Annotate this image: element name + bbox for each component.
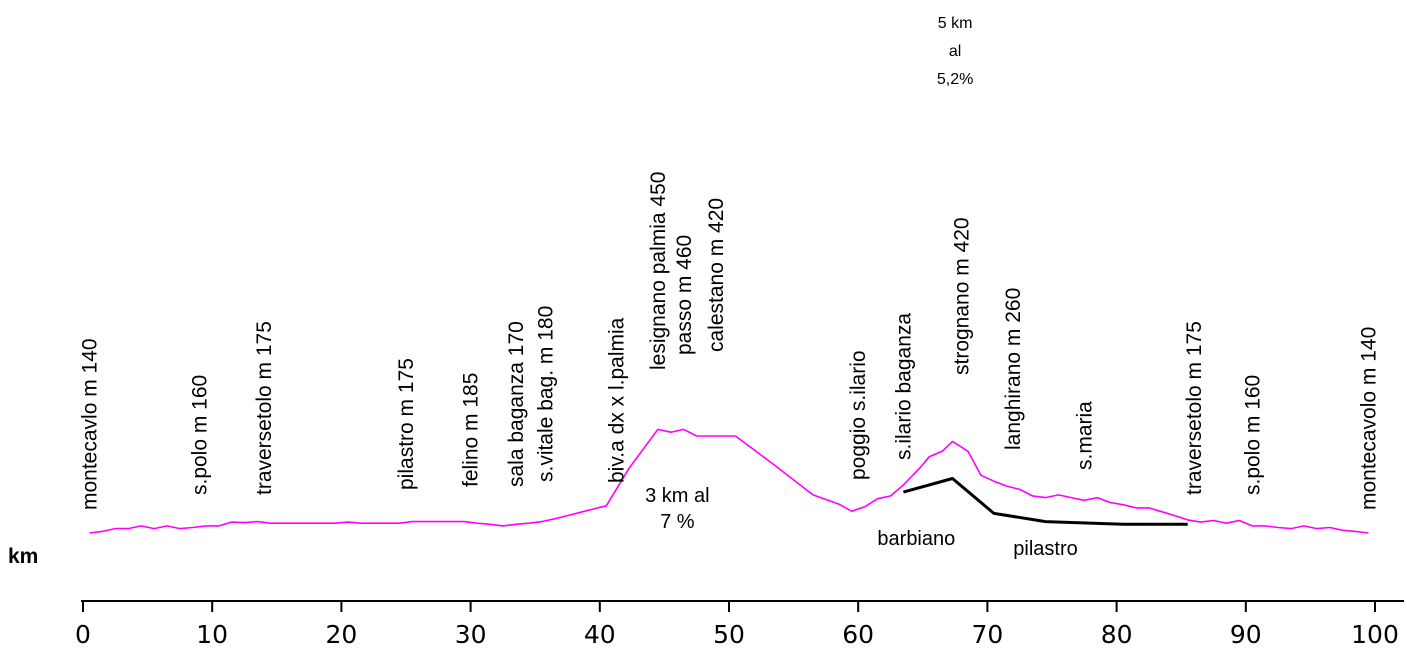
x-tick-label: 50 [713,620,745,648]
profile-line-main [89,428,1369,534]
place-label: passo m 460 [673,235,696,355]
annotation-line: barbiano [877,528,955,550]
annotations: 3 km al 7 % 5 km al 5,2% barbiano pilastro [645,15,1078,560]
place-label: s.polo m 160 [188,375,211,495]
annotation-line: 5,2% [937,71,973,88]
annotation: 5 km al 5,2% [937,15,973,88]
unit-label: km [8,545,38,568]
x-tick-label: 0 [75,620,91,648]
x-tick-label: 20 [325,620,357,648]
x-tick-label: 10 [196,620,228,648]
x-tick-label: 90 [1230,620,1262,648]
place-label: pilastro m 175 [395,358,418,490]
annotation: 3 km al 7 % [645,485,709,533]
annotation-line: 7 % [660,511,695,533]
place-label: poggio s.ilario [847,350,870,480]
annotation-line: 5 km [938,15,973,32]
place-label: s.maria [1073,401,1096,470]
place-label: felino m 185 [460,373,483,487]
place-label: langhirano m 260 [1002,288,1025,450]
x-tick-label: 30 [455,620,487,648]
place-label: sala baganza 170 [505,321,528,487]
x-tick-label: 60 [842,620,874,648]
annotation-line: al [949,43,961,60]
place-labels: montecavlo m 140 s.polo m 160 traversetolo… [78,172,1380,510]
profile-line-alternative [902,477,1188,526]
annotation: pilastro [1013,538,1077,560]
place-label: s.ilario baganza [892,313,915,460]
place-label: traversetolo m 175 [253,321,276,495]
place-label: lesignano palmia 450 [647,172,670,370]
place-label: montecavlo m 140 [78,338,101,510]
x-tick-label: 70 [971,620,1003,648]
annotation: barbiano [877,528,955,550]
x-axis-ticks: 0 10 20 30 40 50 60 70 80 90 100 [75,601,1399,648]
place-label: strognano m 420 [951,217,974,375]
place-label: traversetolo m 175 [1183,321,1206,495]
place-label: biv.a dx x l.palmia [606,317,629,483]
x-tick-label: 80 [1101,620,1133,648]
profile-lines [89,428,1369,534]
x-tick-label: 40 [584,620,616,648]
place-label: s.vitale bag. m 180 [535,306,558,482]
annotation-line: 3 km al [645,485,709,507]
x-axis: 0 10 20 30 40 50 60 70 80 90 100 [75,600,1404,648]
place-label: s.polo m 160 [1241,375,1264,495]
place-label: calestano m 420 [705,198,728,352]
place-label: montecavolo m 140 [1358,327,1381,510]
x-tick-label: 100 [1351,620,1399,648]
annotation-line: pilastro [1013,538,1077,560]
